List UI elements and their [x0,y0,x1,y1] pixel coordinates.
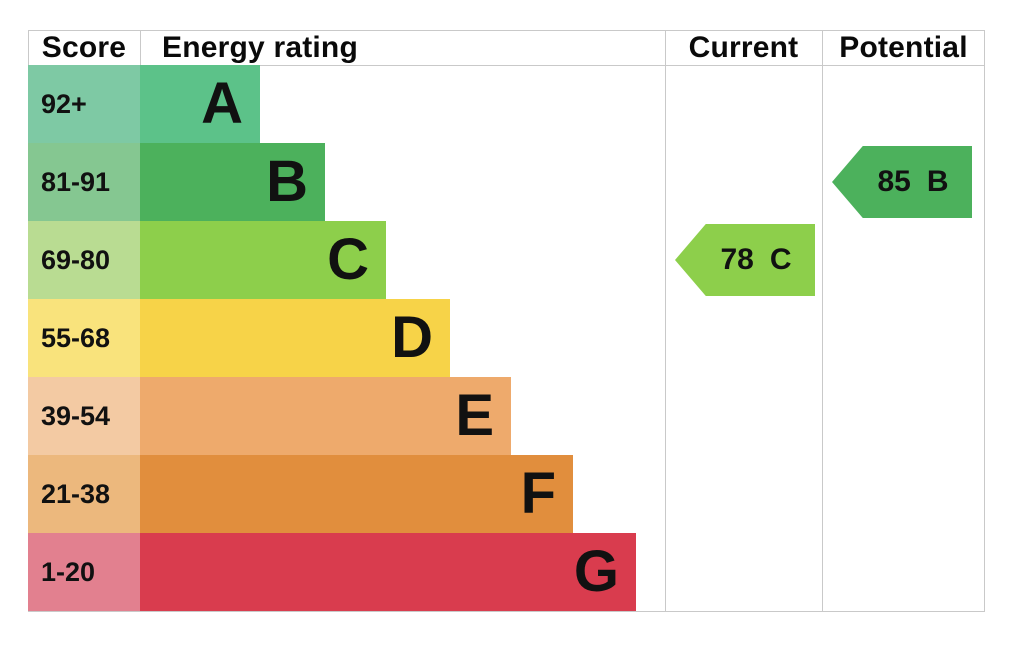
band-bar: B [140,143,325,221]
band-letter: D [391,305,433,370]
band-row-b: 81-91 B [28,143,985,221]
score-column-header: Score [41,30,127,64]
chart-area: Score Energy rating Current Potential 92… [28,30,985,612]
current-rating-arrow: 78 C [675,224,815,296]
band-score-range: 81-91 [28,143,140,221]
current-column-header: Current [688,30,799,64]
potential-rating-band: B [926,165,949,198]
band-row-c: 69-80 C [28,221,985,299]
current-rating-value: 78 [720,243,754,276]
current-rating-band: C [769,243,792,276]
band-letter: B [266,149,308,214]
band-score-range: 92+ [28,65,140,143]
band-row-d: 55-68 D [28,299,985,377]
band-row-e: 39-54 E [28,377,985,455]
band-letter: G [573,539,619,604]
band-bar: E [140,377,511,455]
band-row-a: 92+ A [28,65,985,143]
band-bar: D [140,299,450,377]
header-left-border [28,30,29,65]
band-letter: C [327,227,369,292]
band-score-range: 39-54 [28,377,140,455]
current-column-divider [665,30,666,611]
potential-column-divider [822,30,823,611]
band-bar: G [140,533,636,611]
band-row-f: 21-38 F [28,455,985,533]
band-bar: A [140,65,260,143]
energy-rating-column-header: Energy rating [162,30,358,64]
band-score-range: 21-38 [28,455,140,533]
score-column-divider [140,30,141,65]
band-letter: E [455,383,494,448]
band-letter: A [201,71,243,136]
band-score-range: 69-80 [28,221,140,299]
header-top-border [28,30,985,31]
band-bar: F [140,455,573,533]
header-bottom-border [28,65,985,66]
band-bar: C [140,221,386,299]
band-row-g: 1-20 G [28,533,985,611]
band-letter: F [520,461,556,526]
band-score-range: 1-20 [28,533,140,611]
chart-bottom-border [28,611,985,612]
potential-rating-value: 85 [877,165,911,198]
band-score-range: 55-68 [28,299,140,377]
potential-rating-arrow: 85 B [832,146,972,218]
chart-right-border [984,30,985,611]
potential-column-header: Potential [839,30,968,64]
